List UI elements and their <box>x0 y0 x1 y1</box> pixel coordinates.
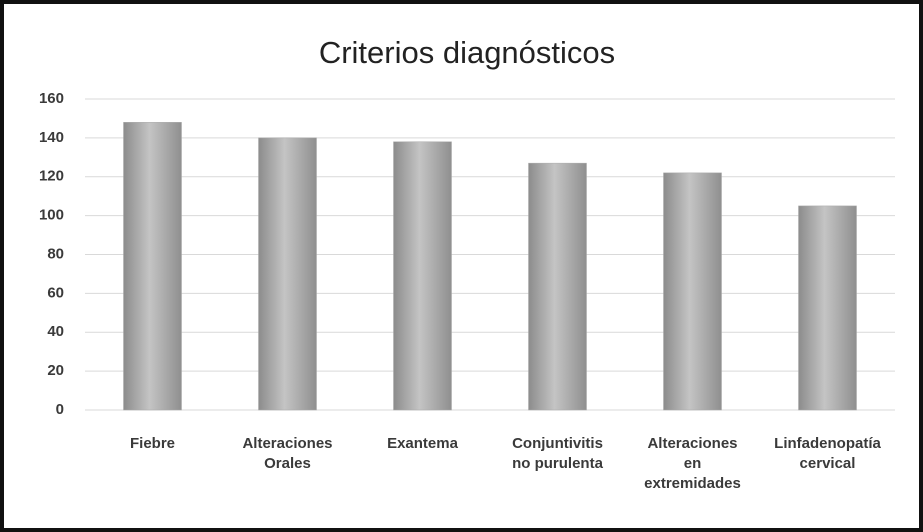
y-tick-label: 80 <box>47 245 64 262</box>
bar <box>663 172 722 411</box>
x-tick-label: Linfadenopatía cervical <box>774 435 881 472</box>
y-tick-label: 140 <box>39 129 64 146</box>
y-tick-label: 60 <box>47 284 64 301</box>
bar <box>123 122 182 411</box>
x-tick-label: Alteraciones Orales <box>242 435 333 472</box>
y-tick-label: 160 <box>39 90 64 107</box>
x-tick-label: Alteraciones en extremidades <box>644 435 741 492</box>
bar <box>258 137 317 411</box>
x-tick-label: Conjuntivitis no purulenta <box>512 435 603 472</box>
bar <box>528 162 587 411</box>
bar <box>798 205 857 411</box>
x-tick-label: Fiebre <box>129 435 175 452</box>
y-tick-label: 0 <box>56 401 64 418</box>
y-tick-label: 100 <box>39 207 64 224</box>
chart-title: Criterios diagnósticos <box>319 35 615 70</box>
y-tick-label: 40 <box>47 323 64 340</box>
bar <box>393 141 452 411</box>
y-tick-label: 20 <box>47 362 64 379</box>
x-tick-label: Exantema <box>387 435 458 452</box>
y-tick-label: 120 <box>39 168 64 185</box>
